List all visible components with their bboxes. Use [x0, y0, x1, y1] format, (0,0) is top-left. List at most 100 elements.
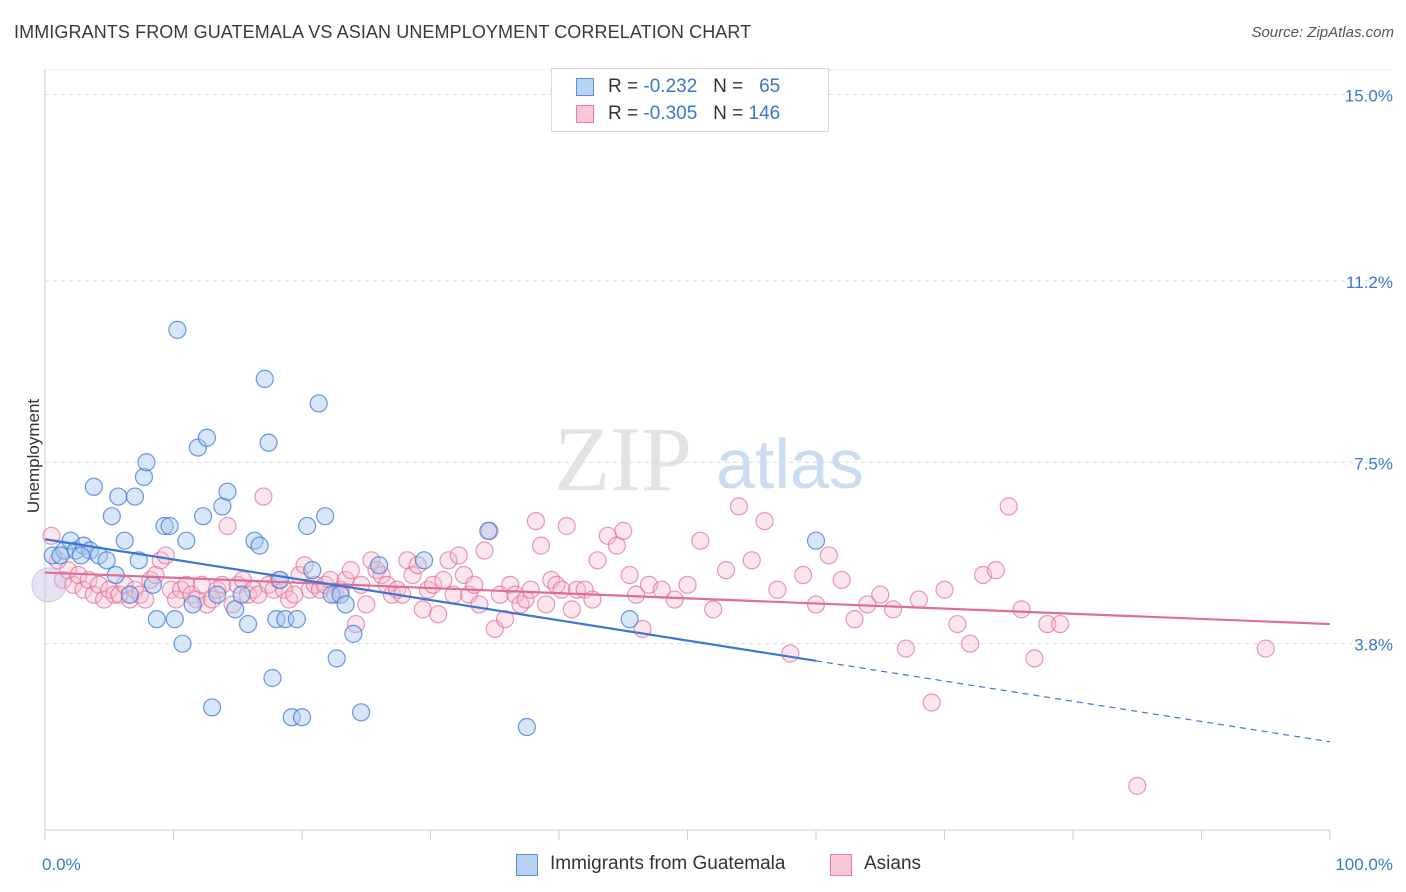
asians-point	[208, 580, 227, 599]
legend-r-label: R =	[608, 76, 639, 97]
guatemala-point	[43, 546, 62, 565]
guatemala-point	[208, 585, 227, 604]
guatemala-point	[183, 595, 202, 614]
asians-point	[413, 600, 432, 619]
guatemala-point	[84, 477, 103, 496]
asians-point	[781, 644, 800, 663]
legend-label-asians: Asians	[864, 853, 922, 874]
guatemala-point	[177, 531, 196, 550]
asians-point	[526, 511, 545, 531]
legend-n-value: 65	[759, 76, 781, 97]
guatemala-point	[414, 551, 434, 570]
asians-point	[620, 565, 639, 585]
legend-n-value: 146	[748, 103, 781, 124]
asians-point	[357, 595, 376, 614]
asians-point	[1128, 776, 1147, 795]
asians-point	[521, 580, 540, 599]
asians-point	[495, 610, 515, 629]
guatemala-point	[193, 507, 213, 526]
asians-point	[511, 595, 530, 614]
axes	[44, 70, 1331, 840]
guatemala-point	[173, 634, 192, 653]
asians-point	[475, 541, 494, 560]
asians-point	[429, 605, 448, 624]
asians-point	[961, 634, 980, 653]
guatemala-point	[134, 467, 154, 487]
guatemala-point	[125, 487, 145, 506]
legend-n-label: N =	[713, 76, 744, 97]
asians-point	[439, 551, 458, 570]
asians-point	[755, 511, 774, 531]
guatemala-point	[336, 595, 355, 614]
y-tick-label: 3.8%	[1354, 636, 1393, 655]
guatemala-point	[282, 708, 301, 727]
guatemala-point	[97, 551, 116, 570]
asians-point	[716, 561, 736, 580]
guatemala-point	[115, 531, 134, 550]
guatemala-point	[271, 570, 290, 590]
guatemala-point	[344, 624, 363, 643]
guatemala-point	[245, 531, 264, 550]
asians-point	[501, 575, 520, 594]
asians-trend-line	[44, 571, 1331, 626]
asians-point	[341, 561, 360, 580]
asians-point	[130, 585, 150, 604]
x-tick-label: 0.0%	[42, 855, 81, 874]
asians-point	[999, 497, 1018, 516]
watermark: ZIP atlas	[554, 408, 864, 510]
asians-point	[557, 516, 576, 536]
asians-point	[948, 614, 967, 634]
asians-point	[819, 546, 838, 565]
asians-point	[202, 590, 222, 609]
asians-point	[120, 590, 139, 609]
asians-point	[367, 561, 386, 580]
asians-point	[1051, 614, 1070, 634]
guatemala-point	[160, 516, 179, 536]
x-tick-label: 100.0%	[1335, 855, 1393, 874]
guatemala-point	[202, 698, 222, 717]
guatemala-point	[352, 703, 371, 722]
trend-lines	[44, 538, 1331, 743]
y-tick-labels: 3.8% 7.5% 11.2% 15.0%	[1345, 87, 1393, 655]
guatemala-point	[147, 610, 166, 629]
asians-point	[531, 536, 551, 555]
asians-point	[1012, 600, 1031, 619]
asians-point	[742, 551, 761, 570]
source-label: Source: ZipAtlas.com	[1251, 24, 1394, 41]
guatemala-point	[120, 585, 139, 604]
watermark-atlas: atlas	[716, 425, 864, 503]
legend-n-label: N =	[713, 103, 744, 124]
guatemala-point	[620, 610, 639, 629]
asians-point	[871, 585, 890, 604]
guatemala-point	[238, 614, 258, 634]
guatemala-point	[806, 531, 826, 550]
guatemala-point	[250, 536, 269, 555]
guatemala-point	[298, 516, 317, 536]
guatemala-point	[168, 320, 187, 339]
asians-point	[449, 546, 468, 565]
legend-r-value: -0.232	[643, 76, 698, 97]
asians-point	[280, 590, 299, 609]
stats-legend: R = -0.232 N = 65 R = -0.305 N = 146	[551, 68, 829, 132]
asians-point	[403, 565, 422, 585]
guatemala-point	[316, 507, 335, 526]
asians-point	[794, 565, 813, 585]
grid-lines	[45, 69, 1392, 645]
asians-point	[626, 585, 646, 604]
guatemala-point	[102, 507, 121, 526]
asians-point	[704, 600, 723, 619]
guatemala-points	[31, 320, 826, 737]
asians-point	[845, 610, 864, 629]
asians-point	[1256, 639, 1275, 658]
asians-point	[922, 693, 941, 712]
legend-label-guatemala: Immigrants from Guatemala	[550, 853, 786, 874]
guatemala-point	[155, 516, 174, 536]
asians-point	[470, 595, 489, 614]
y-tick-label: 7.5%	[1354, 454, 1393, 473]
guatemala-point	[327, 649, 346, 668]
cluster-point	[31, 567, 67, 603]
asians-point	[238, 585, 258, 604]
asians-point	[588, 551, 607, 570]
asians-point	[218, 516, 237, 536]
legend-swatch-blue	[576, 78, 594, 96]
